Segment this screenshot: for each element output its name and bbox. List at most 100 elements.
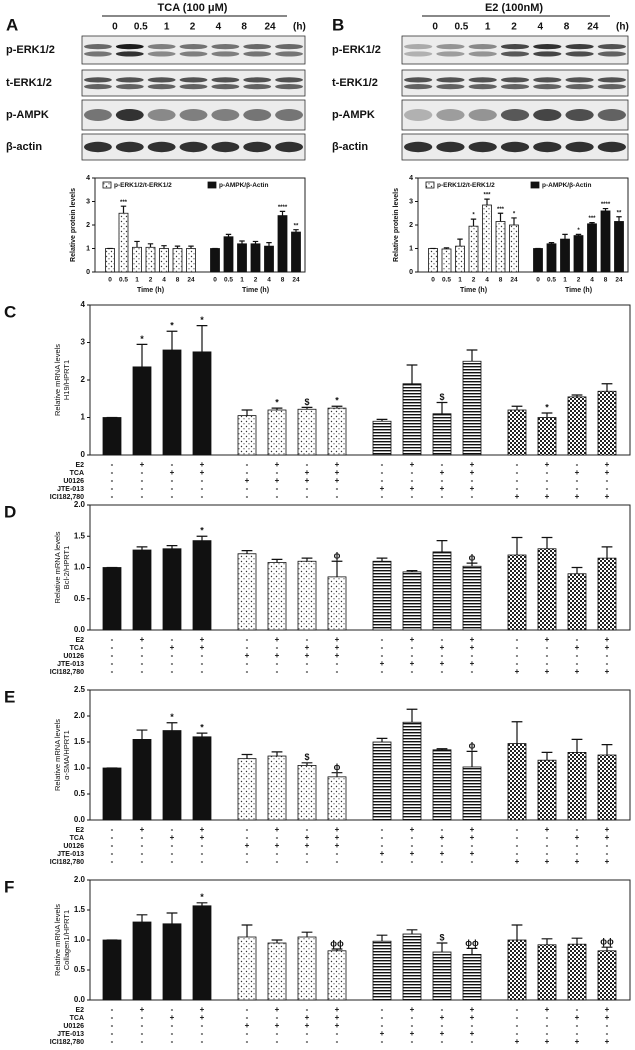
error-bar (616, 216, 622, 222)
condition-label: E2 (75, 462, 84, 469)
condition-sign: - (546, 833, 549, 842)
condition-sign: - (546, 476, 549, 485)
blot-band (115, 77, 144, 83)
error-bar (196, 535, 208, 541)
condition-sign: - (606, 659, 609, 668)
error-bar (376, 557, 388, 562)
blot-band (404, 109, 433, 121)
condition-sign: - (276, 667, 279, 676)
blot-band (275, 44, 304, 50)
condition-sign: + (245, 1021, 250, 1030)
condition-sign: + (335, 833, 340, 842)
condition-sign: + (470, 635, 475, 644)
error-bar (161, 245, 167, 249)
blot-band (500, 109, 530, 121)
condition-sign: + (470, 659, 475, 668)
bar (573, 235, 584, 273)
significance-mark: *** (588, 216, 596, 222)
y-tick-label: 0 (81, 450, 86, 459)
bar (297, 936, 317, 1001)
condition-sign: - (381, 841, 384, 850)
error-bar (301, 762, 313, 766)
condition-sign: - (441, 1037, 444, 1046)
error-bar (470, 218, 477, 227)
condition-sign: - (381, 460, 384, 469)
plot-frame (89, 689, 631, 821)
error-bar (406, 364, 418, 384)
y-tick-label: 0.0 (74, 995, 86, 1004)
y-tick-label: 2.0 (74, 500, 86, 509)
y-tick-label: 2.0 (74, 711, 86, 720)
y-tick-label: 2 (81, 375, 86, 384)
condition-sign: - (576, 476, 579, 485)
y-tick-label: 1 (409, 245, 413, 252)
x-tick-label: 2 (472, 277, 476, 284)
bar (162, 548, 182, 631)
blot-band (597, 44, 626, 50)
condition-sign: - (246, 833, 249, 842)
error-bar (331, 405, 343, 409)
y-tick-label: 0.5 (74, 594, 86, 603)
condition-sign: - (411, 643, 414, 652)
blot-band (243, 44, 272, 50)
condition-sign: + (440, 849, 445, 858)
y-tick-label: 0.5 (74, 789, 86, 798)
condition-sign: - (111, 825, 114, 834)
condition-sign: + (335, 825, 340, 834)
blot-band (179, 141, 208, 153)
condition-sign: + (410, 849, 415, 858)
bar-texture (106, 249, 114, 272)
blot-band (83, 109, 112, 121)
time-unit: (h) (293, 22, 306, 33)
bar (597, 557, 617, 631)
bar (102, 767, 122, 821)
blot-strip (401, 69, 629, 97)
blot-band (275, 141, 304, 153)
condition-sign: + (410, 635, 415, 644)
blot-band (500, 84, 530, 90)
error-bar (466, 947, 478, 955)
condition-sign: - (111, 659, 114, 668)
blot-band (179, 44, 208, 50)
bar (507, 939, 527, 1001)
error-bar (136, 914, 148, 922)
condition-sign: - (201, 1037, 204, 1046)
y-tick-label: 3 (409, 198, 413, 205)
y-axis-label: Relative protein levels (70, 188, 77, 262)
blot-band (468, 51, 497, 57)
blot-band (83, 44, 112, 50)
condition-sign: + (305, 651, 310, 660)
condition-sign: + (335, 643, 340, 652)
condition-sign: - (141, 476, 144, 485)
condition-sign: - (111, 484, 114, 493)
condition-sign: - (276, 468, 279, 477)
error-bar (571, 738, 583, 753)
condition-sign: - (576, 460, 579, 469)
condition-sign: - (141, 651, 144, 660)
blot-band (468, 141, 497, 153)
blot-band (243, 51, 272, 57)
bar (102, 567, 122, 631)
blot-band (533, 51, 562, 57)
bar (102, 939, 122, 1001)
error-bar (376, 934, 388, 942)
condition-sign: + (140, 635, 145, 644)
significance-mark: *** (497, 207, 505, 213)
condition-sign: - (306, 1005, 309, 1014)
x-tick-label: 4 (267, 277, 271, 284)
condition-sign: - (606, 476, 609, 485)
condition-sign: + (170, 833, 175, 842)
condition-sign: - (336, 1029, 339, 1038)
condition-sign: - (381, 667, 384, 676)
condition-sign: - (111, 1021, 114, 1030)
y-axis-label: Relative mRNA levels (53, 344, 62, 416)
significance-mark: **** (278, 205, 288, 211)
condition-sign: - (201, 492, 204, 501)
bar-texture (510, 225, 518, 272)
y-tick-label: 4 (86, 175, 90, 182)
blot-band (597, 141, 626, 153)
condition-sign: + (245, 476, 250, 485)
condition-sign: + (275, 460, 280, 469)
bar (237, 758, 257, 821)
condition-sign: - (516, 1021, 519, 1030)
